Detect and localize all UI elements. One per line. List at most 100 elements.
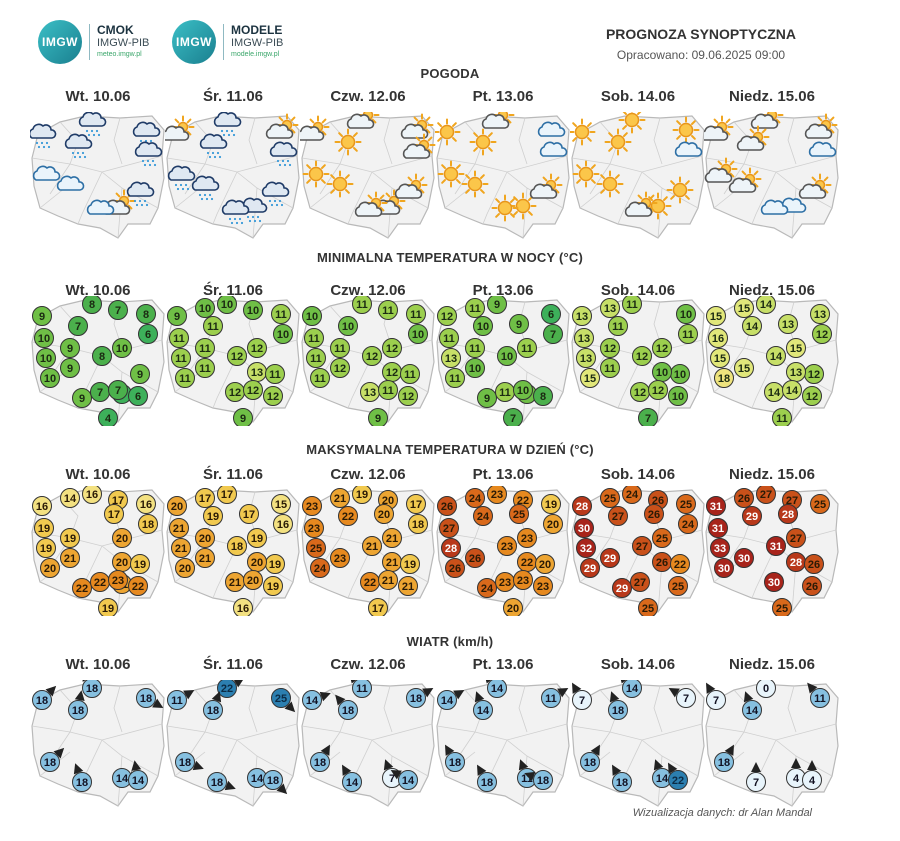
temp-min-marker[interactable]: 7	[108, 380, 128, 400]
wind-marker[interactable]: 14	[740, 689, 762, 720]
temp-min-marker[interactable]: 12	[600, 338, 620, 358]
temp-max-marker[interactable]: 19	[400, 554, 420, 574]
temp-min-marker[interactable]: 11	[517, 338, 537, 358]
temp-min-marker[interactable]: 10	[408, 324, 428, 344]
temp-max-marker[interactable]: 20	[243, 570, 263, 590]
temp-min-marker[interactable]: 14	[782, 380, 802, 400]
temp-max-marker[interactable]: 26	[465, 548, 485, 568]
temp-min-marker[interactable]: 13	[360, 382, 380, 402]
temp-min-marker[interactable]: 7	[68, 316, 88, 336]
map-tmax-5[interactable]: 28 25 24 26 25 30 27 26 24 32 25 26 29 29 27 22 29 27 25 25	[570, 484, 706, 618]
temp-min-marker[interactable]: 14	[756, 294, 776, 314]
wind-marker[interactable]: 18	[714, 742, 739, 772]
map-tmax-6[interactable]: 31 26 27 27 25 31 29 28 33 27 28 30 30 31 26 30 26 25	[704, 484, 840, 618]
temp-min-marker[interactable]: 8	[92, 346, 112, 366]
temp-min-marker[interactable]: 11	[265, 364, 285, 384]
temp-min-marker[interactable]: 16	[708, 328, 728, 348]
temp-max-marker[interactable]: 23	[302, 496, 322, 516]
temp-max-marker[interactable]: 29	[600, 548, 620, 568]
temp-min-marker[interactable]: 11	[195, 338, 215, 358]
temp-min-marker[interactable]: 9	[32, 306, 52, 326]
temp-min-marker[interactable]: 10	[473, 316, 493, 336]
temp-min-marker[interactable]: 11	[495, 382, 515, 402]
wind-marker[interactable]: 25	[271, 688, 299, 716]
wind-marker[interactable]: 18	[203, 689, 225, 720]
temp-min-marker[interactable]: 11	[171, 348, 191, 368]
temp-min-marker[interactable]: 13	[778, 314, 798, 334]
wind-marker[interactable]: 11	[803, 680, 830, 708]
temp-min-marker[interactable]: 15	[734, 358, 754, 378]
temp-min-marker[interactable]: 10	[34, 328, 54, 348]
temp-min-marker[interactable]: 14	[764, 382, 784, 402]
temp-min-marker[interactable]: 7	[638, 408, 658, 428]
temp-max-marker[interactable]: 19	[60, 528, 80, 548]
temp-max-marker[interactable]: 15	[271, 494, 291, 514]
temp-min-marker[interactable]: 12	[398, 386, 418, 406]
temp-max-marker[interactable]: 26	[802, 576, 822, 596]
temp-min-marker[interactable]: 12	[802, 386, 822, 406]
temp-max-marker[interactable]: 21	[382, 552, 402, 572]
map-wind-1[interactable]: 18 18 18 18 14 18 18 14	[30, 670, 166, 810]
temp-max-marker[interactable]: 20	[167, 496, 187, 516]
temp-min-marker[interactable]: 6	[128, 386, 148, 406]
temp-min-marker[interactable]: 12	[804, 364, 824, 384]
temp-max-marker[interactable]: 21	[382, 528, 402, 548]
temp-min-marker[interactable]: 9	[477, 388, 497, 408]
temp-min-marker[interactable]: 14	[742, 316, 762, 336]
temp-min-marker[interactable]: 12	[437, 306, 457, 326]
temp-max-marker[interactable]: 28	[572, 496, 592, 516]
wind-marker[interactable]: 18	[136, 688, 166, 713]
temp-min-marker[interactable]: 13	[810, 304, 830, 324]
wind-marker[interactable]: 7	[666, 684, 696, 708]
temp-max-marker[interactable]: 17	[406, 494, 426, 514]
temp-max-marker[interactable]: 22	[360, 572, 380, 592]
temp-min-marker[interactable]: 15	[710, 348, 730, 368]
temp-max-marker[interactable]: 22	[517, 552, 537, 572]
temp-max-marker[interactable]: 19	[352, 484, 372, 504]
temp-min-marker[interactable]: 10	[195, 298, 215, 318]
temp-min-marker[interactable]: 10	[273, 324, 293, 344]
temp-min-marker[interactable]: 10	[676, 304, 696, 324]
temp-max-marker[interactable]: 26	[652, 552, 672, 572]
temp-min-marker[interactable]: 13	[441, 348, 461, 368]
temp-max-marker[interactable]: 28	[441, 538, 461, 558]
temp-min-marker[interactable]: 10	[338, 316, 358, 336]
temp-max-marker[interactable]: 20	[247, 552, 267, 572]
wind-marker[interactable]: 18	[263, 770, 291, 798]
temp-max-marker[interactable]: 23	[108, 570, 128, 590]
temp-min-marker[interactable]: 13	[247, 362, 267, 382]
temp-min-marker[interactable]: 11	[465, 298, 485, 318]
temp-max-marker[interactable]: 16	[233, 598, 253, 618]
temp-min-marker[interactable]: 10	[670, 364, 690, 384]
map-tmin-4[interactable]: 12119611109713111111109109111087	[435, 294, 571, 428]
wind-marker[interactable]: 14	[128, 759, 148, 790]
temp-max-marker[interactable]: 17	[368, 598, 388, 618]
temp-min-marker[interactable]: 12	[263, 386, 283, 406]
wind-marker[interactable]: 18	[70, 761, 92, 792]
wind-marker[interactable]: 7	[704, 680, 726, 710]
temp-max-marker[interactable]: 27	[608, 506, 628, 526]
temp-max-marker[interactable]: 21	[195, 548, 215, 568]
temp-min-marker[interactable]: 12	[382, 338, 402, 358]
map-weather-3[interactable]	[296, 103, 436, 242]
temp-min-marker[interactable]: 15	[734, 298, 754, 318]
temp-min-marker[interactable]: 11	[772, 408, 792, 428]
temp-max-marker[interactable]: 21	[362, 536, 382, 556]
wind-marker[interactable]: 7	[380, 757, 402, 788]
map-weather-2[interactable]	[161, 111, 301, 242]
temp-max-marker[interactable]: 25	[306, 538, 326, 558]
temp-min-marker[interactable]: 9	[60, 338, 80, 358]
temp-min-marker[interactable]: 13	[572, 306, 592, 326]
wind-marker[interactable]: 4	[802, 760, 822, 790]
temp-min-marker[interactable]: 10	[302, 306, 322, 326]
temp-max-marker[interactable]: 20	[175, 558, 195, 578]
temp-min-marker[interactable]: 11	[306, 348, 326, 368]
temp-max-marker[interactable]: 19	[34, 518, 54, 538]
temp-min-marker[interactable]: 6	[138, 324, 158, 344]
temp-max-marker[interactable]: 20	[195, 528, 215, 548]
temp-min-marker[interactable]: 12	[648, 380, 668, 400]
temp-min-marker[interactable]: 15	[786, 338, 806, 358]
temp-max-marker[interactable]: 31	[708, 518, 728, 538]
temp-min-marker[interactable]: 10	[112, 338, 132, 358]
temp-max-marker[interactable]: 29	[742, 506, 762, 526]
